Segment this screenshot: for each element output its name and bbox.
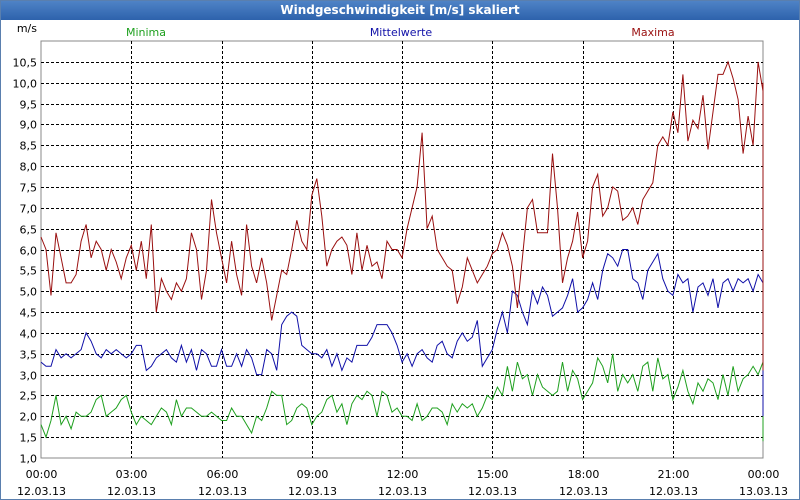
series-lines <box>40 60 764 442</box>
y-tick-label: 1,5 <box>20 432 38 445</box>
y-tick-label: 9,0 <box>20 119 38 132</box>
y-axis: m/s 1,0 1,5 2,0 2,5 3,0 3,5 4,0 4,5 5,0 5,5 6,0 6,5… <box>13 22 38 466</box>
x-tick-time: 03:00 <box>116 468 148 481</box>
y-tick-label: 3,5 <box>20 349 38 362</box>
x-tick-time: 15:00 <box>477 468 509 481</box>
y-tick-label: 10,5 <box>13 57 38 70</box>
y-tick-label: 6,0 <box>20 245 38 258</box>
wind-speed-chart: m/s 1,0 1,5 2,0 2,5 3,0 3,5 4,0 4,5 5,0 5,5 6,0 6,5… <box>13 22 788 498</box>
y-tick-label: 7,0 <box>20 203 38 216</box>
legend-mittelwerte: Mittelwerte <box>370 26 433 39</box>
x-tick-date: 12.03.13 <box>378 485 427 498</box>
y-tick-label: 5,0 <box>20 286 38 299</box>
y-tick-label: 10,0 <box>13 78 38 91</box>
x-tick-date: 12.03.13 <box>559 485 608 498</box>
series-line-minima <box>40 353 764 442</box>
x-tick-time: 18:00 <box>568 468 600 481</box>
x-tick-time: 06:00 <box>207 468 239 481</box>
x-tick-time: 00:00 <box>26 468 58 481</box>
y-tick-label: 8,0 <box>20 161 38 174</box>
x-tick-time: 12:00 <box>387 468 419 481</box>
x-tick-date: 12.03.13 <box>649 485 698 498</box>
y-tick-label: 5,5 <box>20 265 38 278</box>
window-title: Windgeschwindigkeit [m/s] skaliert <box>1 1 799 20</box>
y-tick-label: 8,5 <box>20 140 38 153</box>
x-tick-date: 12.03.13 <box>107 485 156 498</box>
y-tick-label: 4,0 <box>20 328 38 341</box>
x-tick-time: 00:00 <box>748 468 780 481</box>
y-tick-label: 2,0 <box>20 411 38 424</box>
x-tick-date: 12.03.13 <box>17 485 66 498</box>
x-tick-time: 09:00 <box>297 468 329 481</box>
x-tick-date: 12.03.13 <box>198 485 247 498</box>
y-tick-label: 1,0 <box>20 453 38 466</box>
x-tick-date: 12.03.13 <box>468 485 517 498</box>
y-tick-label: 9,5 <box>20 99 38 112</box>
grid-lines <box>41 41 763 458</box>
y-tick-label: 6,5 <box>20 224 38 237</box>
y-tick-label: 7,5 <box>20 182 38 195</box>
series-line-mittelwerte <box>40 249 764 417</box>
y-tick-label: 3,0 <box>20 370 38 383</box>
x-tick-date: 13.03.13 <box>739 485 788 498</box>
x-axis: 00:00 12.03.13 03:00 12.03.13 06:00 12.03.13 0… <box>17 468 788 498</box>
y-tick-label: 4,5 <box>20 307 38 320</box>
legend-maxima: Maxima <box>631 26 674 39</box>
y-axis-label: m/s <box>17 22 37 35</box>
y-tick-label: 2,5 <box>20 390 38 403</box>
legend-minima: Minima <box>126 26 166 39</box>
x-tick-date: 12.03.13 <box>288 485 337 498</box>
series-line-maxima <box>40 60 764 371</box>
legend: Minima Mittelwerte Maxima <box>126 26 675 39</box>
x-tick-time: 21:00 <box>658 468 690 481</box>
